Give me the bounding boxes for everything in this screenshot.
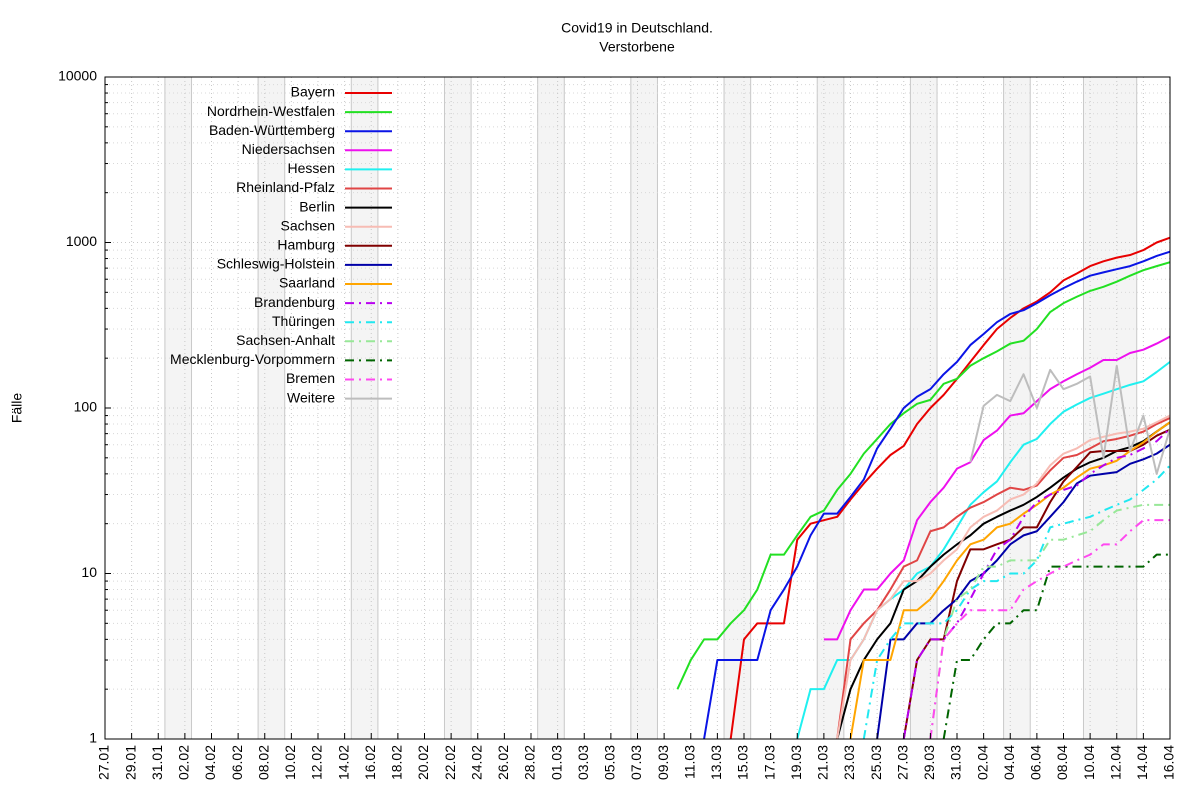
x-tick-label: 12.02 (309, 745, 325, 780)
y-tick-label: 1000 (66, 233, 97, 249)
y-axis-label: Fälle (9, 393, 25, 424)
x-tick-label: 13.03 (708, 745, 724, 780)
axes: 1 10 100 1000 10000 27.01 29.01 31.01 02.02 04.02… (58, 68, 1177, 780)
legend-label: Nordrhein-Westfalen (207, 103, 335, 119)
weekend-band (1003, 77, 1031, 739)
plot-lines (676, 236, 1170, 739)
weekend-band (910, 77, 938, 739)
series-line (703, 250, 1170, 739)
x-tick-label: 28.02 (522, 745, 538, 780)
x-tick-label: 05.03 (602, 745, 618, 780)
x-tick-label: 06.02 (229, 745, 245, 780)
legend-label: Brandenburg (254, 294, 335, 310)
series-line (969, 364, 1170, 475)
legend-label: Berlin (299, 198, 335, 214)
legend-label: Sachsen (281, 217, 335, 233)
series-line (902, 427, 1170, 739)
x-tick-label: 06.04 (1028, 745, 1044, 780)
legend-label: Thüringen (272, 313, 335, 329)
series-line (862, 464, 1170, 739)
legend-label: Bayern (291, 84, 335, 100)
series-line (849, 421, 1170, 739)
series-line (729, 236, 1170, 739)
x-tick-label: 27.01 (96, 745, 112, 780)
legend: Bayern Nordrhein-Westfalen Baden-Württembe… (170, 84, 392, 405)
x-tick-label: 16.02 (362, 745, 378, 780)
x-tick-label: 25.03 (868, 745, 884, 780)
x-tick-label: 07.03 (628, 745, 644, 780)
legend-label: Mecklenburg-Vorpommern (170, 351, 335, 367)
x-tick-label: 24.02 (468, 745, 484, 780)
x-tick-label: 10.04 (1081, 745, 1097, 780)
x-tick-label: 14.04 (1134, 745, 1150, 780)
x-tick-label: 01.03 (548, 745, 564, 780)
legend-label: Rheinland-Pfalz (236, 179, 335, 195)
legend-label: Weitere (287, 389, 335, 405)
y-tick-label: 100 (74, 399, 98, 415)
x-tick-label: 27.03 (894, 745, 910, 780)
x-tick-label: 02.04 (974, 745, 990, 780)
series-line (836, 414, 1170, 739)
weekend-band (537, 77, 565, 739)
x-tick-label: 04.04 (1001, 745, 1017, 780)
legend-label: Hessen (288, 160, 335, 176)
x-tick-label: 31.01 (149, 745, 165, 780)
x-tick-label: 23.03 (841, 745, 857, 780)
series-line (836, 417, 1170, 739)
y-tick-label: 10 (81, 564, 97, 580)
legend-label: Bremen (286, 370, 335, 386)
series-line (942, 553, 1170, 739)
x-tick-label: 16.04 (1161, 745, 1177, 780)
legend-label: Niedersachsen (242, 141, 335, 157)
x-tick-label: 12.04 (1107, 745, 1123, 780)
series-line (929, 519, 1170, 739)
weekend-band (258, 77, 285, 739)
x-tick-label: 19.03 (788, 745, 804, 780)
plot-frame (104, 76, 1171, 740)
x-tick-label: 18.02 (389, 745, 405, 780)
x-tick-label: 03.03 (575, 745, 591, 780)
x-tick-label: 10.02 (282, 745, 298, 780)
y-tick-label: 1 (89, 730, 97, 746)
x-tick-label: 22.02 (442, 745, 458, 780)
x-tick-label: 29.03 (921, 745, 937, 780)
x-tick-label: 26.02 (495, 745, 511, 780)
chart-title: Covid19 in Deutschland. (561, 20, 713, 36)
x-tick-label: 21.03 (815, 745, 831, 780)
x-tick-label: 29.01 (122, 745, 138, 780)
series-line (836, 421, 1170, 739)
x-tick-label: 17.03 (761, 745, 777, 780)
x-tick-label: 20.02 (415, 745, 431, 780)
x-tick-label: 08.04 (1054, 745, 1070, 780)
chart-subtitle: Verstorbene (599, 39, 675, 55)
legend-label: Saarland (279, 275, 335, 291)
x-tick-label: 14.02 (335, 745, 351, 780)
x-tick-label: 15.03 (735, 745, 751, 780)
series-line (676, 261, 1170, 690)
legend-label: Schleswig-Holstein (217, 256, 335, 272)
weekend-band (164, 77, 192, 739)
legend-label: Hamburg (277, 237, 335, 253)
x-tick-label: 31.03 (948, 745, 964, 780)
y-tick-label: 10000 (58, 68, 97, 84)
series-line (823, 335, 1170, 641)
x-tick-label: 09.03 (655, 745, 671, 780)
x-tick-label: 08.02 (255, 745, 271, 780)
legend-label: Baden-Württemberg (209, 122, 335, 138)
x-tick-label: 04.02 (202, 745, 218, 780)
legend-label: Sachsen-Anhalt (236, 332, 335, 348)
x-tick-label: 02.02 (176, 745, 192, 780)
x-tick-label: 11.03 (681, 745, 697, 779)
